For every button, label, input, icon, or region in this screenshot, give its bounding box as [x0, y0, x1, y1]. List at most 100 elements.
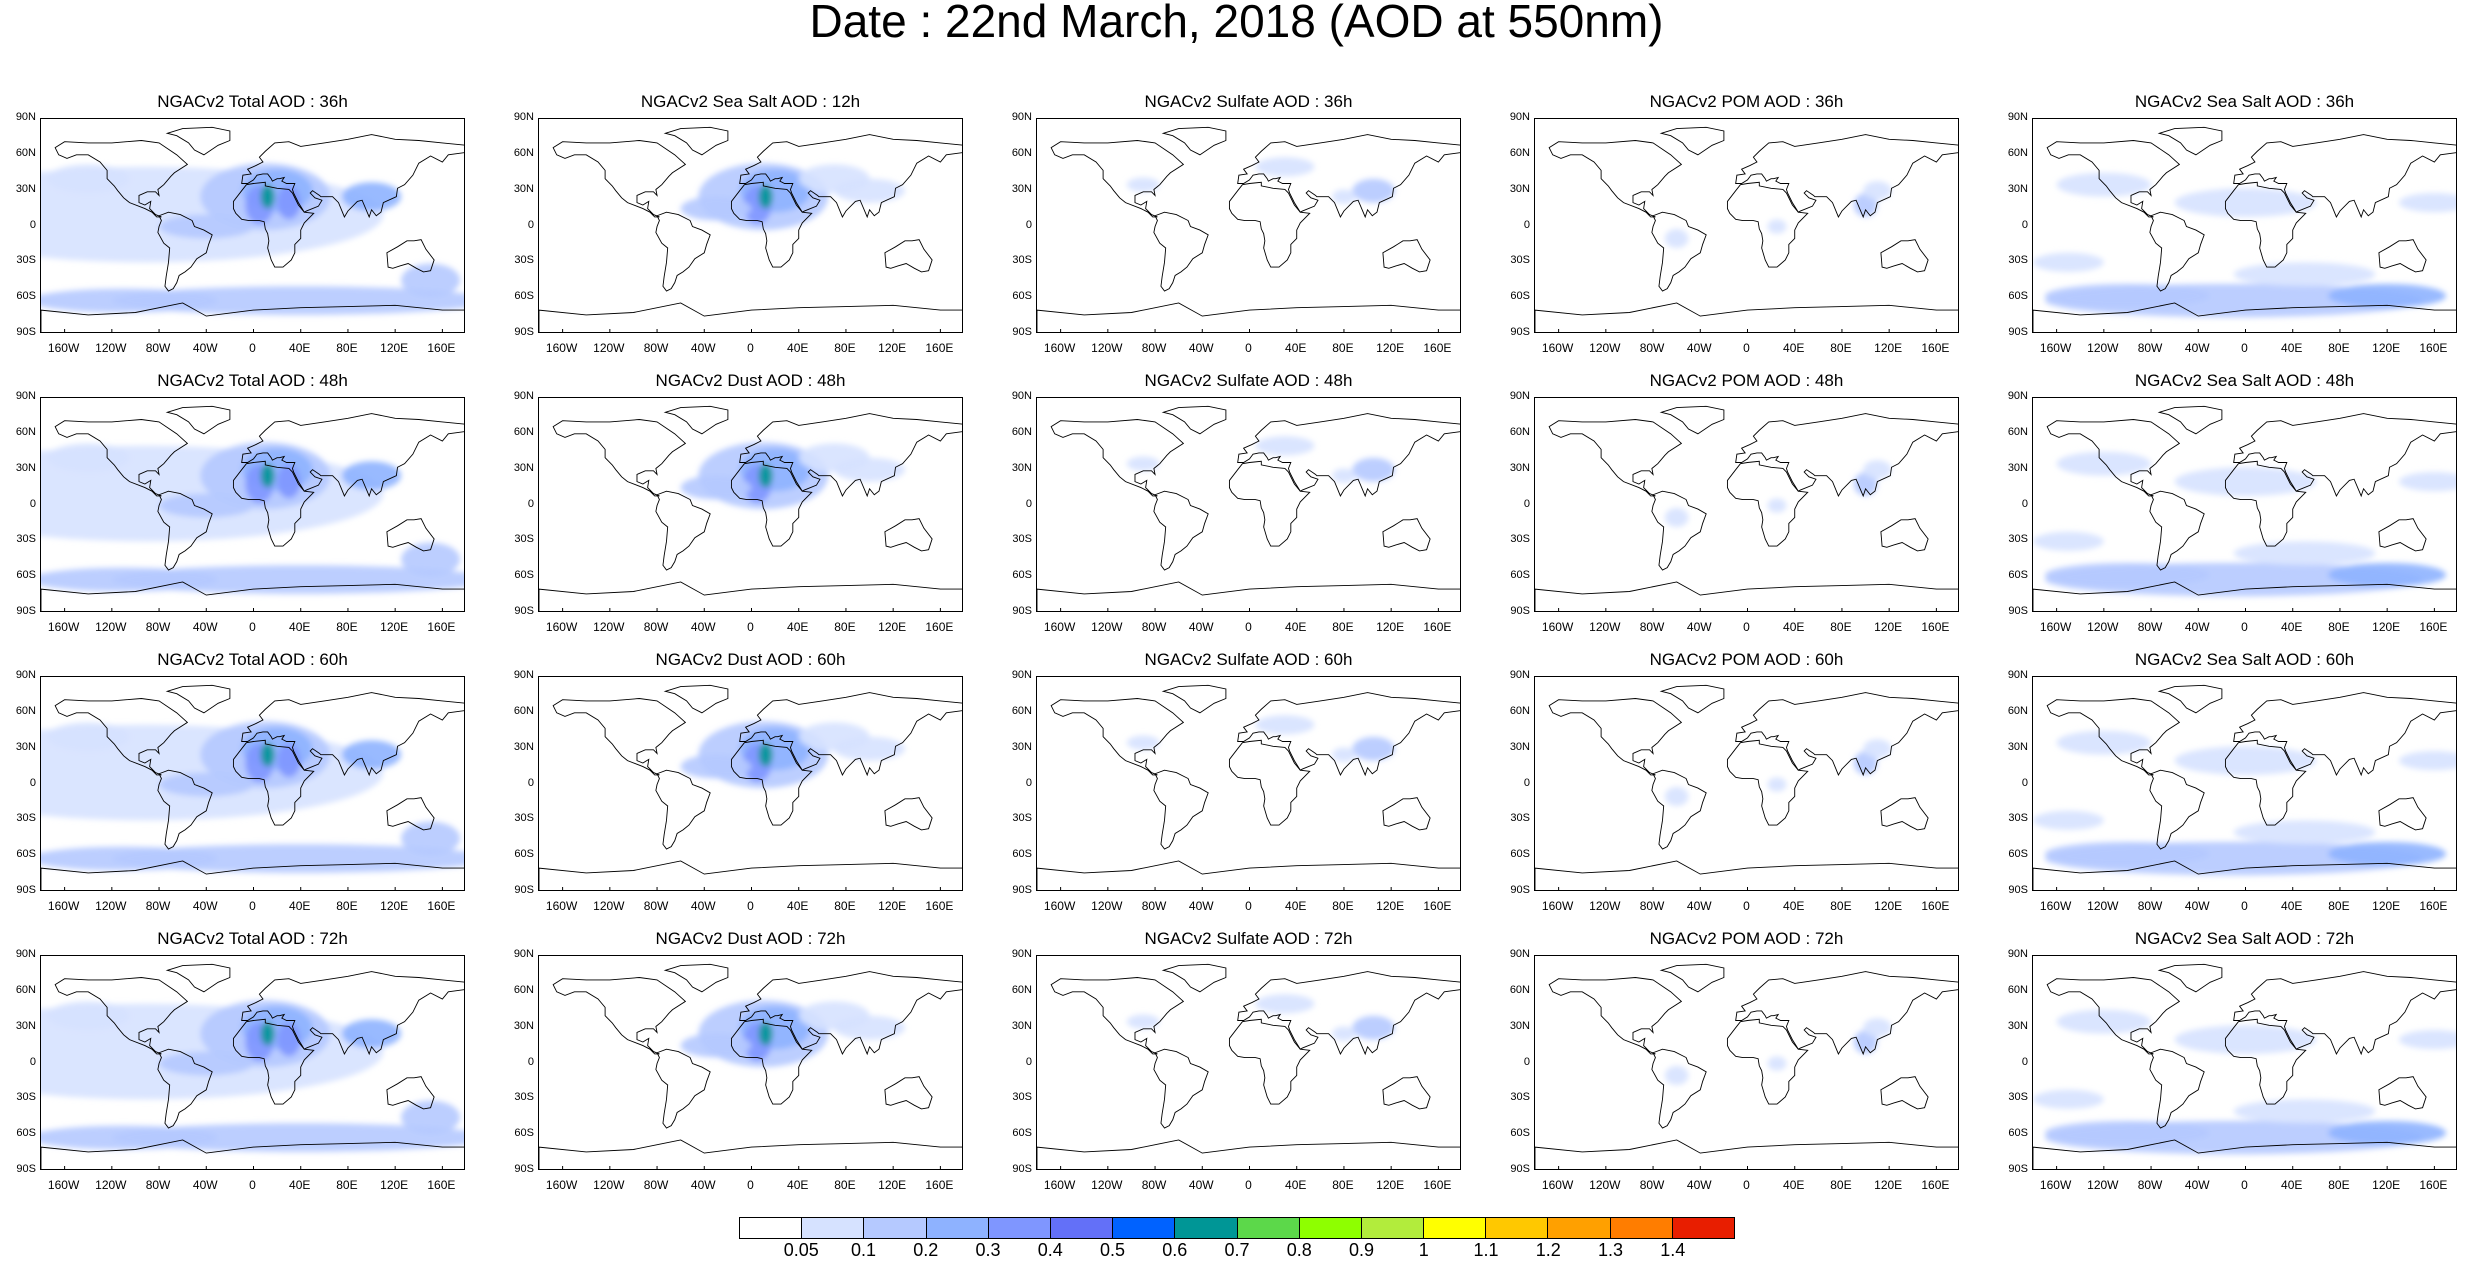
longitude-tick-label: 0 — [1743, 899, 1750, 913]
coastline — [739, 134, 962, 219]
aod-shading — [2398, 751, 2456, 771]
coastline — [730, 739, 813, 826]
coastline — [539, 581, 962, 611]
panel-title: NGACv2 POM AOD : 72h — [1649, 929, 1844, 948]
aod-map — [41, 126, 464, 332]
coastline — [655, 490, 711, 571]
panel-title: NGACv2 Sulfate AOD : 48h — [1144, 371, 1353, 390]
latitude-tick-label: 90S — [1012, 884, 1032, 896]
latitude-tick-label: 90S — [1510, 326, 1530, 338]
coastline — [1880, 239, 1929, 273]
aod-shading — [1664, 228, 1689, 248]
aod-map — [2033, 684, 2456, 890]
longitude-tick-label: 40W — [690, 620, 716, 634]
aod-shading — [2174, 467, 2317, 496]
longitude-tick-label: 40E — [289, 1178, 311, 1192]
latitude-tick-label: 60N — [513, 983, 534, 996]
longitude-tick-label: 80E — [1332, 620, 1354, 634]
aod-shading — [260, 1021, 275, 1046]
coastline — [2033, 860, 2456, 890]
colorbar-label: 0.2 — [913, 1240, 939, 1260]
longitude-tick-label: 80W — [145, 1178, 171, 1192]
longitude-tick-label: 80E — [1830, 1178, 1852, 1192]
coastline — [1880, 518, 1929, 552]
latitude-tick-label: 60N — [1011, 425, 1032, 438]
coastline — [1153, 1048, 1209, 1129]
colorbar-swatch — [802, 1218, 865, 1238]
longitude-tick-label: 40W — [192, 620, 218, 634]
latitude-tick-label: 90S — [514, 884, 534, 896]
map-panel — [40, 397, 465, 612]
latitude-tick-label: 0 — [2021, 497, 2028, 510]
longitude-tick-label: 120E — [380, 341, 409, 355]
latitude-tick-label: 90S — [2008, 326, 2028, 338]
latitude-tick-label: 90S — [1510, 605, 1530, 617]
coastline — [655, 769, 711, 850]
aod-map — [1535, 963, 1958, 1169]
coastline — [386, 239, 435, 273]
map-panel — [538, 676, 963, 891]
colorbar-label: 0.6 — [1162, 1240, 1188, 1260]
aod-shading — [401, 263, 461, 297]
latitude-tick-label: 90S — [514, 605, 534, 617]
coastline — [539, 860, 962, 890]
aod-map — [539, 405, 962, 611]
aod-shading — [2328, 562, 2447, 587]
longitude-tick-label: 160E — [2419, 341, 2448, 355]
coastline — [1535, 1139, 1958, 1169]
colorbar-label: 0.7 — [1224, 1240, 1250, 1260]
latitude-tick-label: 90S — [16, 605, 36, 617]
coastline — [2233, 413, 2456, 498]
latitude-tick-label: 30N — [15, 1019, 36, 1032]
colorbar-label: 0.5 — [1099, 1240, 1126, 1260]
latitude-tick-label: 30S — [1012, 1091, 1032, 1104]
longitude-tick-label: 0 — [747, 1178, 754, 1192]
longitude-tick-label: 80E — [834, 341, 856, 355]
coastline — [2046, 419, 2181, 497]
longitude-tick-label: 120W — [593, 341, 625, 355]
longitude-tick-label: 120E — [878, 1178, 907, 1192]
latitude-tick-label: 30S — [1510, 254, 1530, 267]
aod-shading — [2174, 1025, 2317, 1054]
latitude-tick-label: 30N — [513, 182, 534, 195]
coastline — [1548, 140, 1683, 218]
longitude-tick-label: 40E — [2281, 1178, 2303, 1192]
longitude-tick-label: 0 — [249, 899, 256, 913]
longitude-tick-label: 80E — [2328, 1178, 2350, 1192]
aod-shading — [260, 463, 275, 488]
coastline — [41, 581, 464, 611]
longitude-tick-label: 0 — [2241, 620, 2248, 634]
longitude-tick-label: 80W — [643, 620, 669, 634]
longitude-tick-label: 40E — [787, 620, 809, 634]
longitude-tick-label: 120W — [1589, 899, 1621, 913]
colorbar-label: 0.9 — [1348, 1240, 1375, 1260]
latitude-tick-label: 60N — [1509, 146, 1530, 159]
longitude-tick-label: 120E — [878, 341, 907, 355]
latitude-tick-label: 60S — [16, 290, 36, 303]
longitude-tick-label: 80E — [336, 899, 358, 913]
aod-shading — [2398, 472, 2456, 492]
longitude-tick-label: 120W — [2087, 899, 2119, 913]
coastline — [1050, 698, 1185, 776]
coastline — [1659, 684, 1725, 714]
latitude-tick-label: 60S — [16, 569, 36, 582]
longitude-tick-label: 40E — [2281, 620, 2303, 634]
longitude-tick-label: 160E — [925, 899, 954, 913]
longitude-tick-label: 40E — [1783, 341, 1805, 355]
colorbar-label: 0.05 — [783, 1240, 819, 1260]
longitude-tick-label: 120E — [2372, 341, 2401, 355]
coastline — [1153, 769, 1209, 850]
latitude-tick-label: 90N — [2007, 948, 2028, 960]
coastline — [1153, 211, 1209, 292]
longitude-tick-label: 40W — [1188, 1178, 1214, 1192]
longitude-tick-label: 160E — [925, 1178, 954, 1192]
longitude-tick-label: 120E — [380, 1178, 409, 1192]
map-panel — [40, 118, 465, 333]
aod-shading — [159, 772, 254, 797]
coastline — [1228, 1018, 1311, 1105]
colorbar-swatch — [1237, 1218, 1300, 1238]
longitude-tick-label: 120E — [2372, 620, 2401, 634]
figure-title: Date : 22nd March, 2018 (AOD at 550nm) — [809, 0, 1664, 47]
latitude-tick-label: 60S — [1510, 569, 1530, 582]
aod-shading — [401, 542, 461, 576]
